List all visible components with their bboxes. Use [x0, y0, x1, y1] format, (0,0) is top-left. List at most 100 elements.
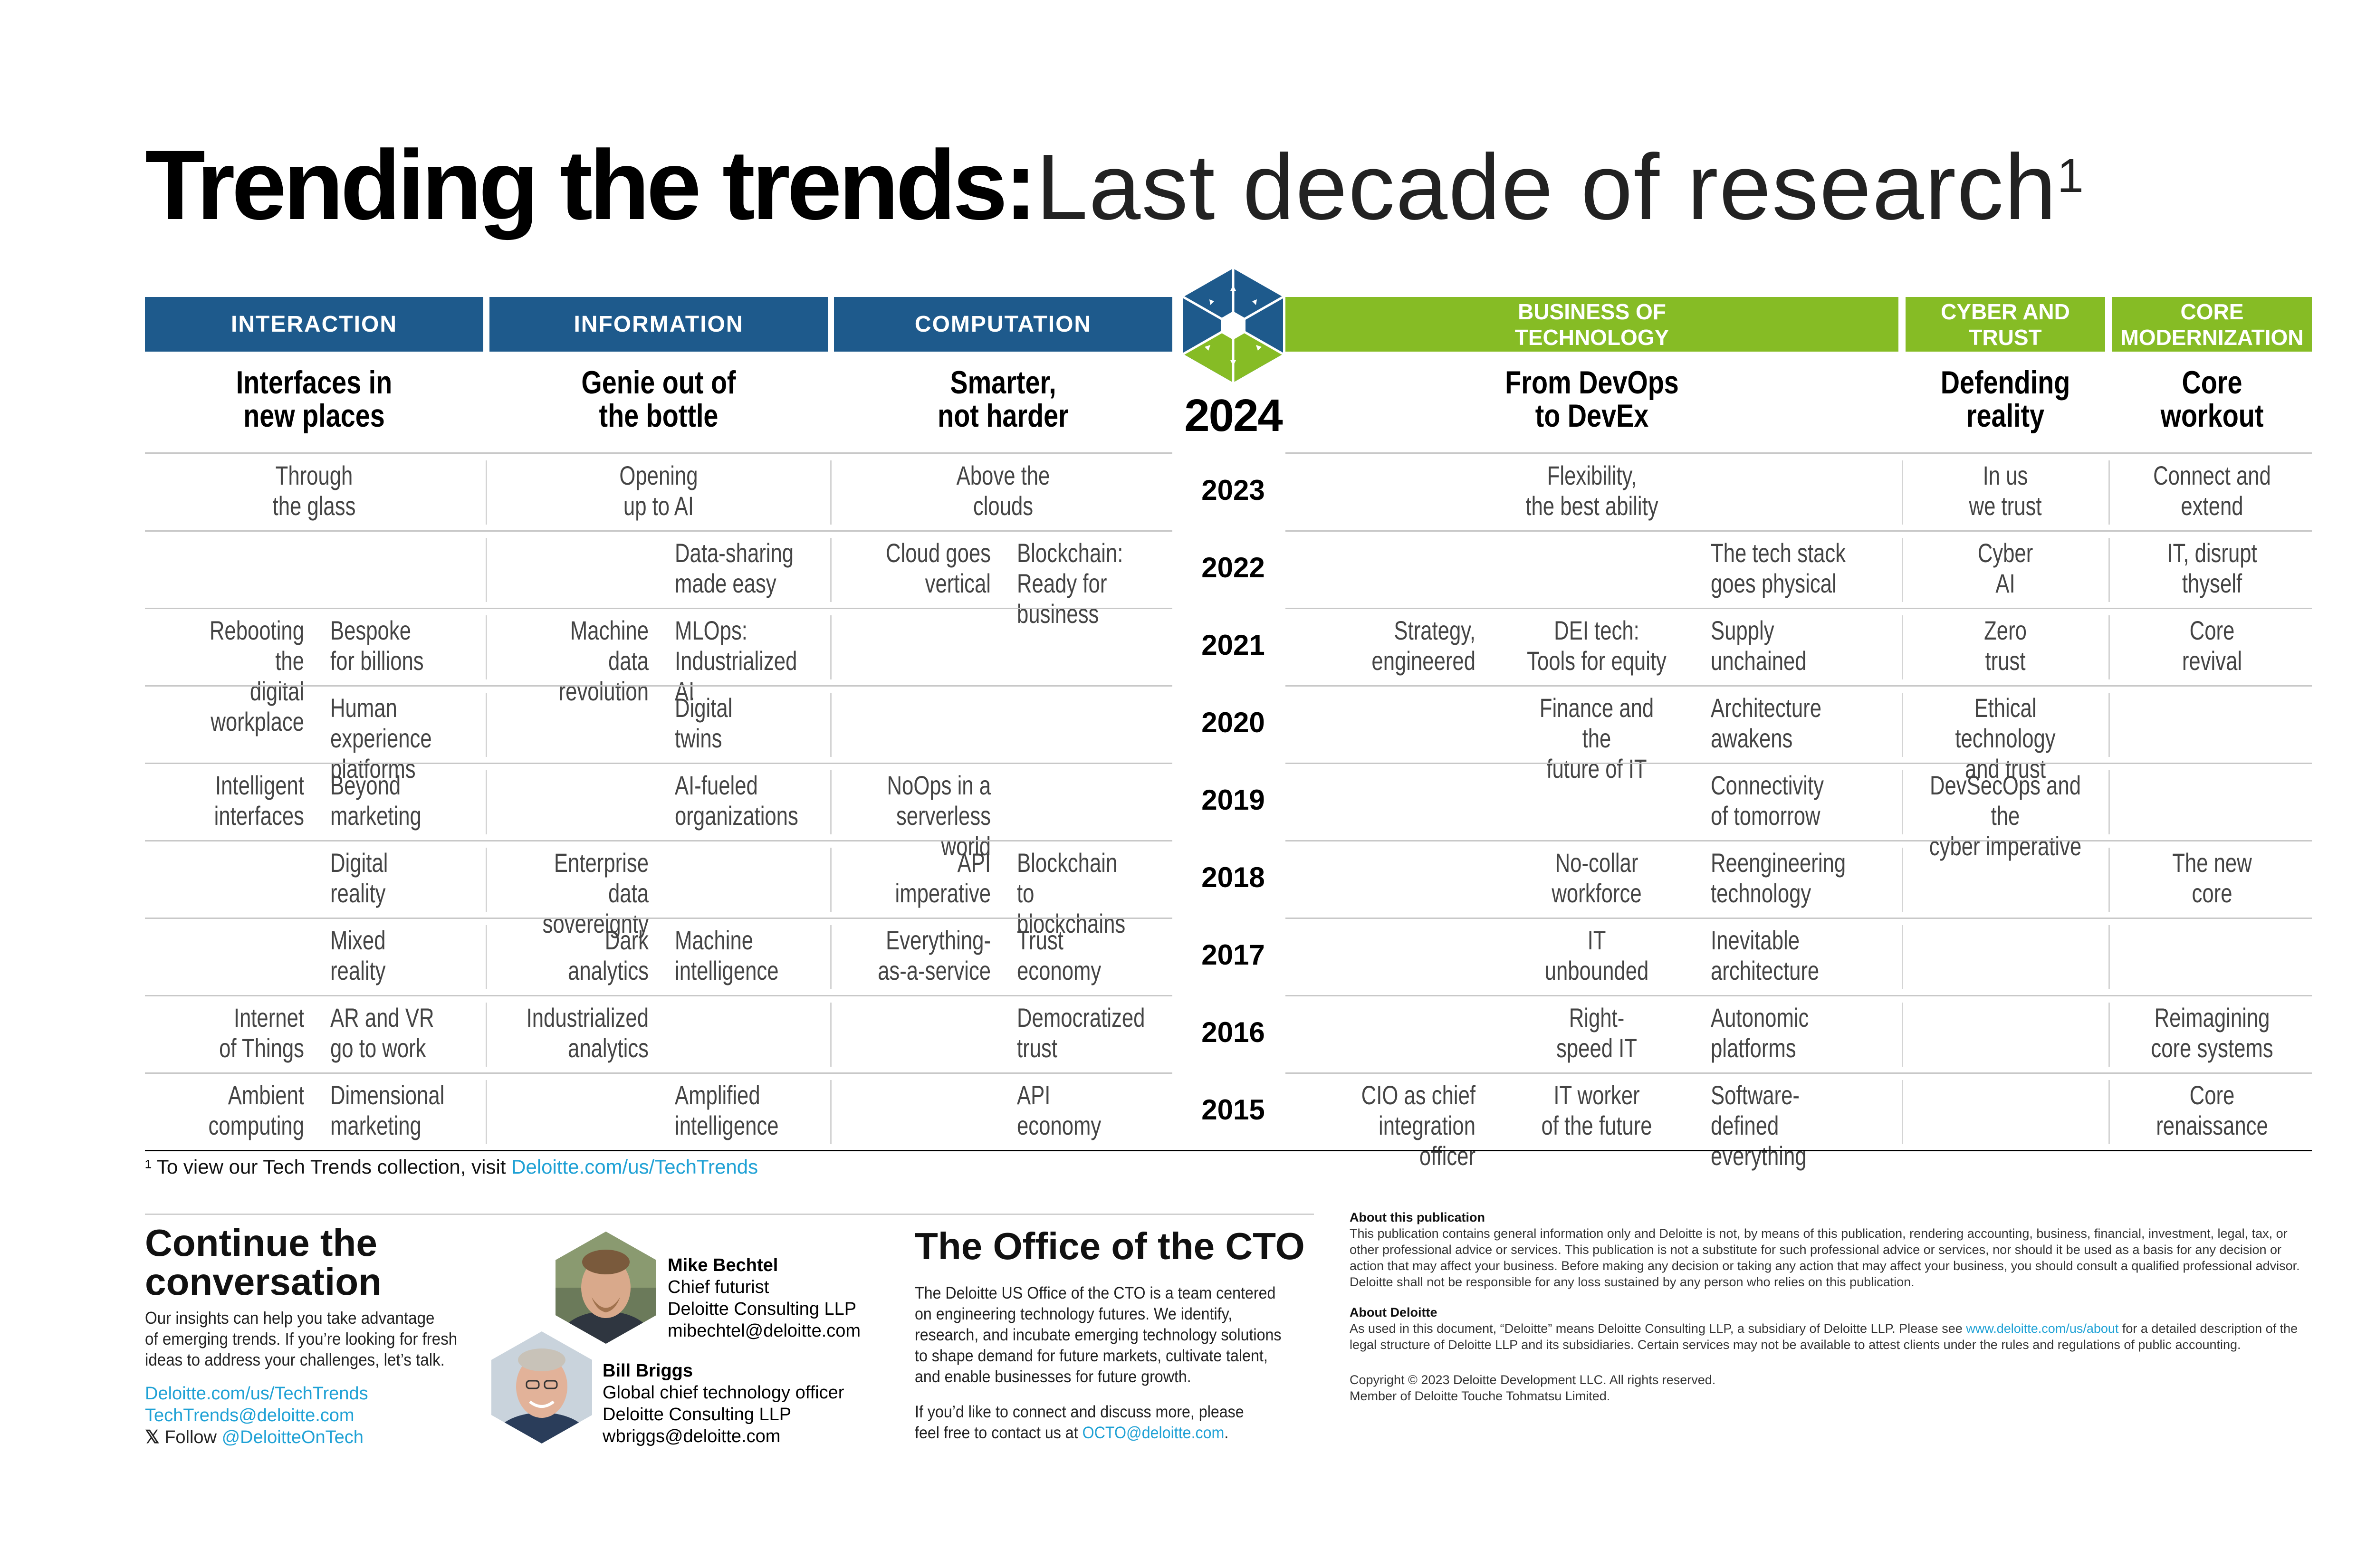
octo-body: The Deloitte US Office of the CTO is a t…: [915, 1284, 1282, 1386]
octo-heading: The Office of the CTO: [915, 1225, 1305, 1267]
trend-cell: DevSecOps and the cyber imperative: [1906, 770, 2105, 861]
trend-label: Reengineering technology: [1711, 848, 1846, 908]
category-2024-cyber: Defending reality: [1940, 364, 2070, 434]
header-core-modernization: CORE MODERNIZATION: [2112, 297, 2312, 352]
grid-bottom-line: [145, 1150, 2312, 1151]
trend-cell: Strategy, engineered: [1285, 615, 1475, 676]
legal-block: About this publication This publication …: [1350, 1209, 2314, 1404]
trend-label: Data-sharing made easy: [675, 538, 794, 598]
year-label: 2016: [1201, 1016, 1265, 1048]
column-divider: [830, 615, 832, 679]
twitter-handle-link[interactable]: @DeloitteOnTech: [221, 1427, 364, 1447]
follow-label: Follow: [164, 1427, 222, 1447]
trend-label: Democratized trust: [1017, 1003, 1145, 1063]
trend-cell: Mixed reality: [330, 925, 483, 986]
footnote-link[interactable]: Deloitte.com/us/TechTrends: [511, 1156, 758, 1178]
year-label: 2021: [1201, 629, 1265, 661]
trend-cell: Cloud goes vertical: [834, 538, 991, 599]
person-card-bill: Bill Briggs Global chief technology offi…: [603, 1360, 844, 1447]
footnote-text: ¹ To view our Tech Trends collection, vi…: [145, 1156, 512, 1178]
trend-label: Industrialized analytics: [526, 1003, 649, 1063]
trend-label: IT unbounded: [1544, 925, 1649, 985]
trend-label: Flexibility, the best ability: [1525, 460, 1658, 521]
trend-label: In us we trust: [1969, 460, 2042, 521]
trend-label: Zero trust: [1984, 615, 2027, 676]
trend-cell: Digital twins: [675, 693, 828, 754]
column-divider: [2108, 1003, 2110, 1067]
column-divider: [830, 848, 832, 912]
trend-label: Through the glass: [272, 460, 356, 521]
trend-cell: Machine intelligence: [675, 925, 828, 986]
column-divider: [486, 460, 487, 525]
trend-cell: Blockchain to blockchains: [1017, 848, 1174, 939]
column-divider: [1902, 925, 1903, 989]
column-divider: [2108, 693, 2110, 757]
about-deloitte-text: As used in this document, “Deloitte” mea…: [1350, 1321, 1966, 1336]
category-2024-information: Genie out of the bottle: [581, 364, 736, 434]
column-divider: [486, 770, 487, 834]
trend-cell: The new core: [2112, 848, 2312, 908]
trend-cell: Digital reality: [330, 848, 483, 908]
grid-line: [1285, 685, 2312, 687]
trend-label: Right- speed IT: [1556, 1003, 1637, 1063]
column-divider: [830, 460, 832, 525]
column-divider: [486, 1003, 487, 1067]
column-divider: [2108, 538, 2110, 602]
grid-line: [1285, 840, 2312, 841]
column-divider: [486, 848, 487, 912]
grid-line: [1285, 995, 2312, 996]
trend-label: Machine intelligence: [675, 925, 779, 985]
column-divider: [830, 770, 832, 834]
person-email[interactable]: wbriggs@deloitte.com: [603, 1426, 781, 1446]
trend-label: Digital twins: [675, 693, 733, 753]
trend-label: Supply unchained: [1711, 615, 1807, 676]
trend-cell: MLOps: Industrialized AI: [675, 615, 828, 707]
octo-email-link[interactable]: OCTO@deloitte.com: [1082, 1424, 1225, 1442]
column-divider: [1902, 693, 1903, 757]
person-org: Deloitte Consulting LLP: [668, 1299, 857, 1319]
column-divider: [1902, 1003, 1903, 1067]
grid-line: [145, 685, 1172, 687]
column-divider: [1902, 848, 1903, 912]
grid-line: [1285, 918, 2312, 919]
trend-label: Finance and the future of IT: [1539, 693, 1654, 784]
octo-contact: If you’d like to connect and discuss mor…: [915, 1402, 1326, 1444]
person-email[interactable]: mibechtel@deloitte.com: [668, 1321, 861, 1341]
trend-label: The tech stack goes physical: [1711, 538, 1846, 598]
trend-label: Intelligent interfaces: [214, 770, 304, 831]
about-publication-body: This publication contains general inform…: [1350, 1226, 2300, 1289]
trend-label: Ambient computing: [208, 1080, 304, 1140]
trend-cell: Data-sharing made easy: [675, 538, 828, 599]
trend-cell: Intelligent interfaces: [145, 770, 304, 831]
column-divider: [2108, 1080, 2110, 1144]
bottom-separator: [145, 1214, 1314, 1215]
trend-cell: The tech stack goes physical: [1711, 538, 1898, 599]
person-name: Bill Briggs: [603, 1361, 693, 1381]
year-2024-label: 2024: [1184, 390, 1283, 441]
trend-label: Cloud goes vertical: [886, 538, 991, 598]
trend-cell: Dark analytics: [489, 925, 649, 986]
trend-label: Inevitable architecture: [1711, 925, 1820, 985]
deloitte-about-link[interactable]: www.deloitte.com/us/about: [1966, 1321, 2119, 1336]
trend-cell: Reimagining core systems: [2112, 1003, 2312, 1063]
techtrends-email-link[interactable]: TechTrends@deloitte.com: [145, 1405, 354, 1425]
column-divider: [1902, 460, 1903, 525]
trend-label: Dark analytics: [568, 925, 649, 985]
grid-line: [145, 608, 1172, 609]
trend-label: Blockchain to blockchains: [1017, 848, 1126, 938]
techtrends-link[interactable]: Deloitte.com/us/TechTrends: [145, 1384, 368, 1404]
column-divider: [830, 1003, 832, 1067]
about-deloitte-heading: About Deloitte: [1350, 1305, 1437, 1319]
follow-line: 𝕏 Follow @DeloitteOnTech: [145, 1426, 364, 1448]
trend-label: Trust economy: [1017, 925, 1102, 985]
year-label: 2018: [1201, 861, 1265, 893]
trend-cell: Industrialized analytics: [489, 1003, 649, 1063]
column-divider: [830, 538, 832, 602]
grid-line: [145, 530, 1172, 532]
trend-label: Ethical technology and trust: [1955, 693, 2056, 784]
column-divider: [1902, 770, 1903, 834]
person-title: Global chief technology officer: [603, 1383, 844, 1403]
trend-cell: Autonomic platforms: [1711, 1003, 1898, 1063]
trend-label: Cyber AI: [1977, 538, 2033, 598]
trend-label: Dimensional marketing: [330, 1080, 445, 1140]
